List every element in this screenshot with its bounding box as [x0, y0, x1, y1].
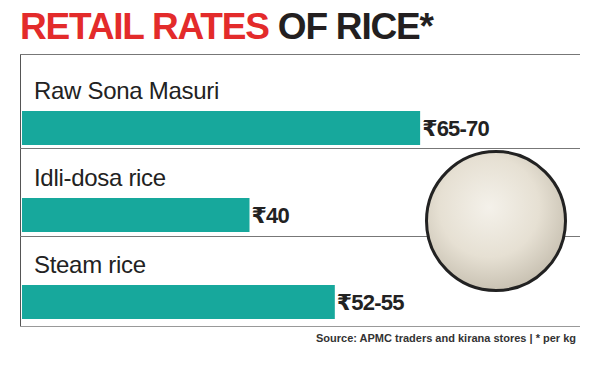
svg-text:₹52-55: ₹52-55 [337, 290, 404, 315]
svg-text:Steam rice: Steam rice [34, 251, 146, 278]
svg-text:₹65-70: ₹65-70 [422, 116, 489, 141]
svg-text:Raw Sona Masuri: Raw Sona Masuri [34, 77, 219, 104]
svg-text:Idli-dosa rice: Idli-dosa rice [34, 164, 166, 191]
html-text:Source: APMC traders and kiran: Source: APMC traders and kirana stores |… [316, 332, 576, 344]
svg-text:₹40: ₹40 [252, 203, 290, 228]
html-text:RETAIL RATES OF RICE*: RETAIL RATES OF RICE* [20, 6, 433, 47]
